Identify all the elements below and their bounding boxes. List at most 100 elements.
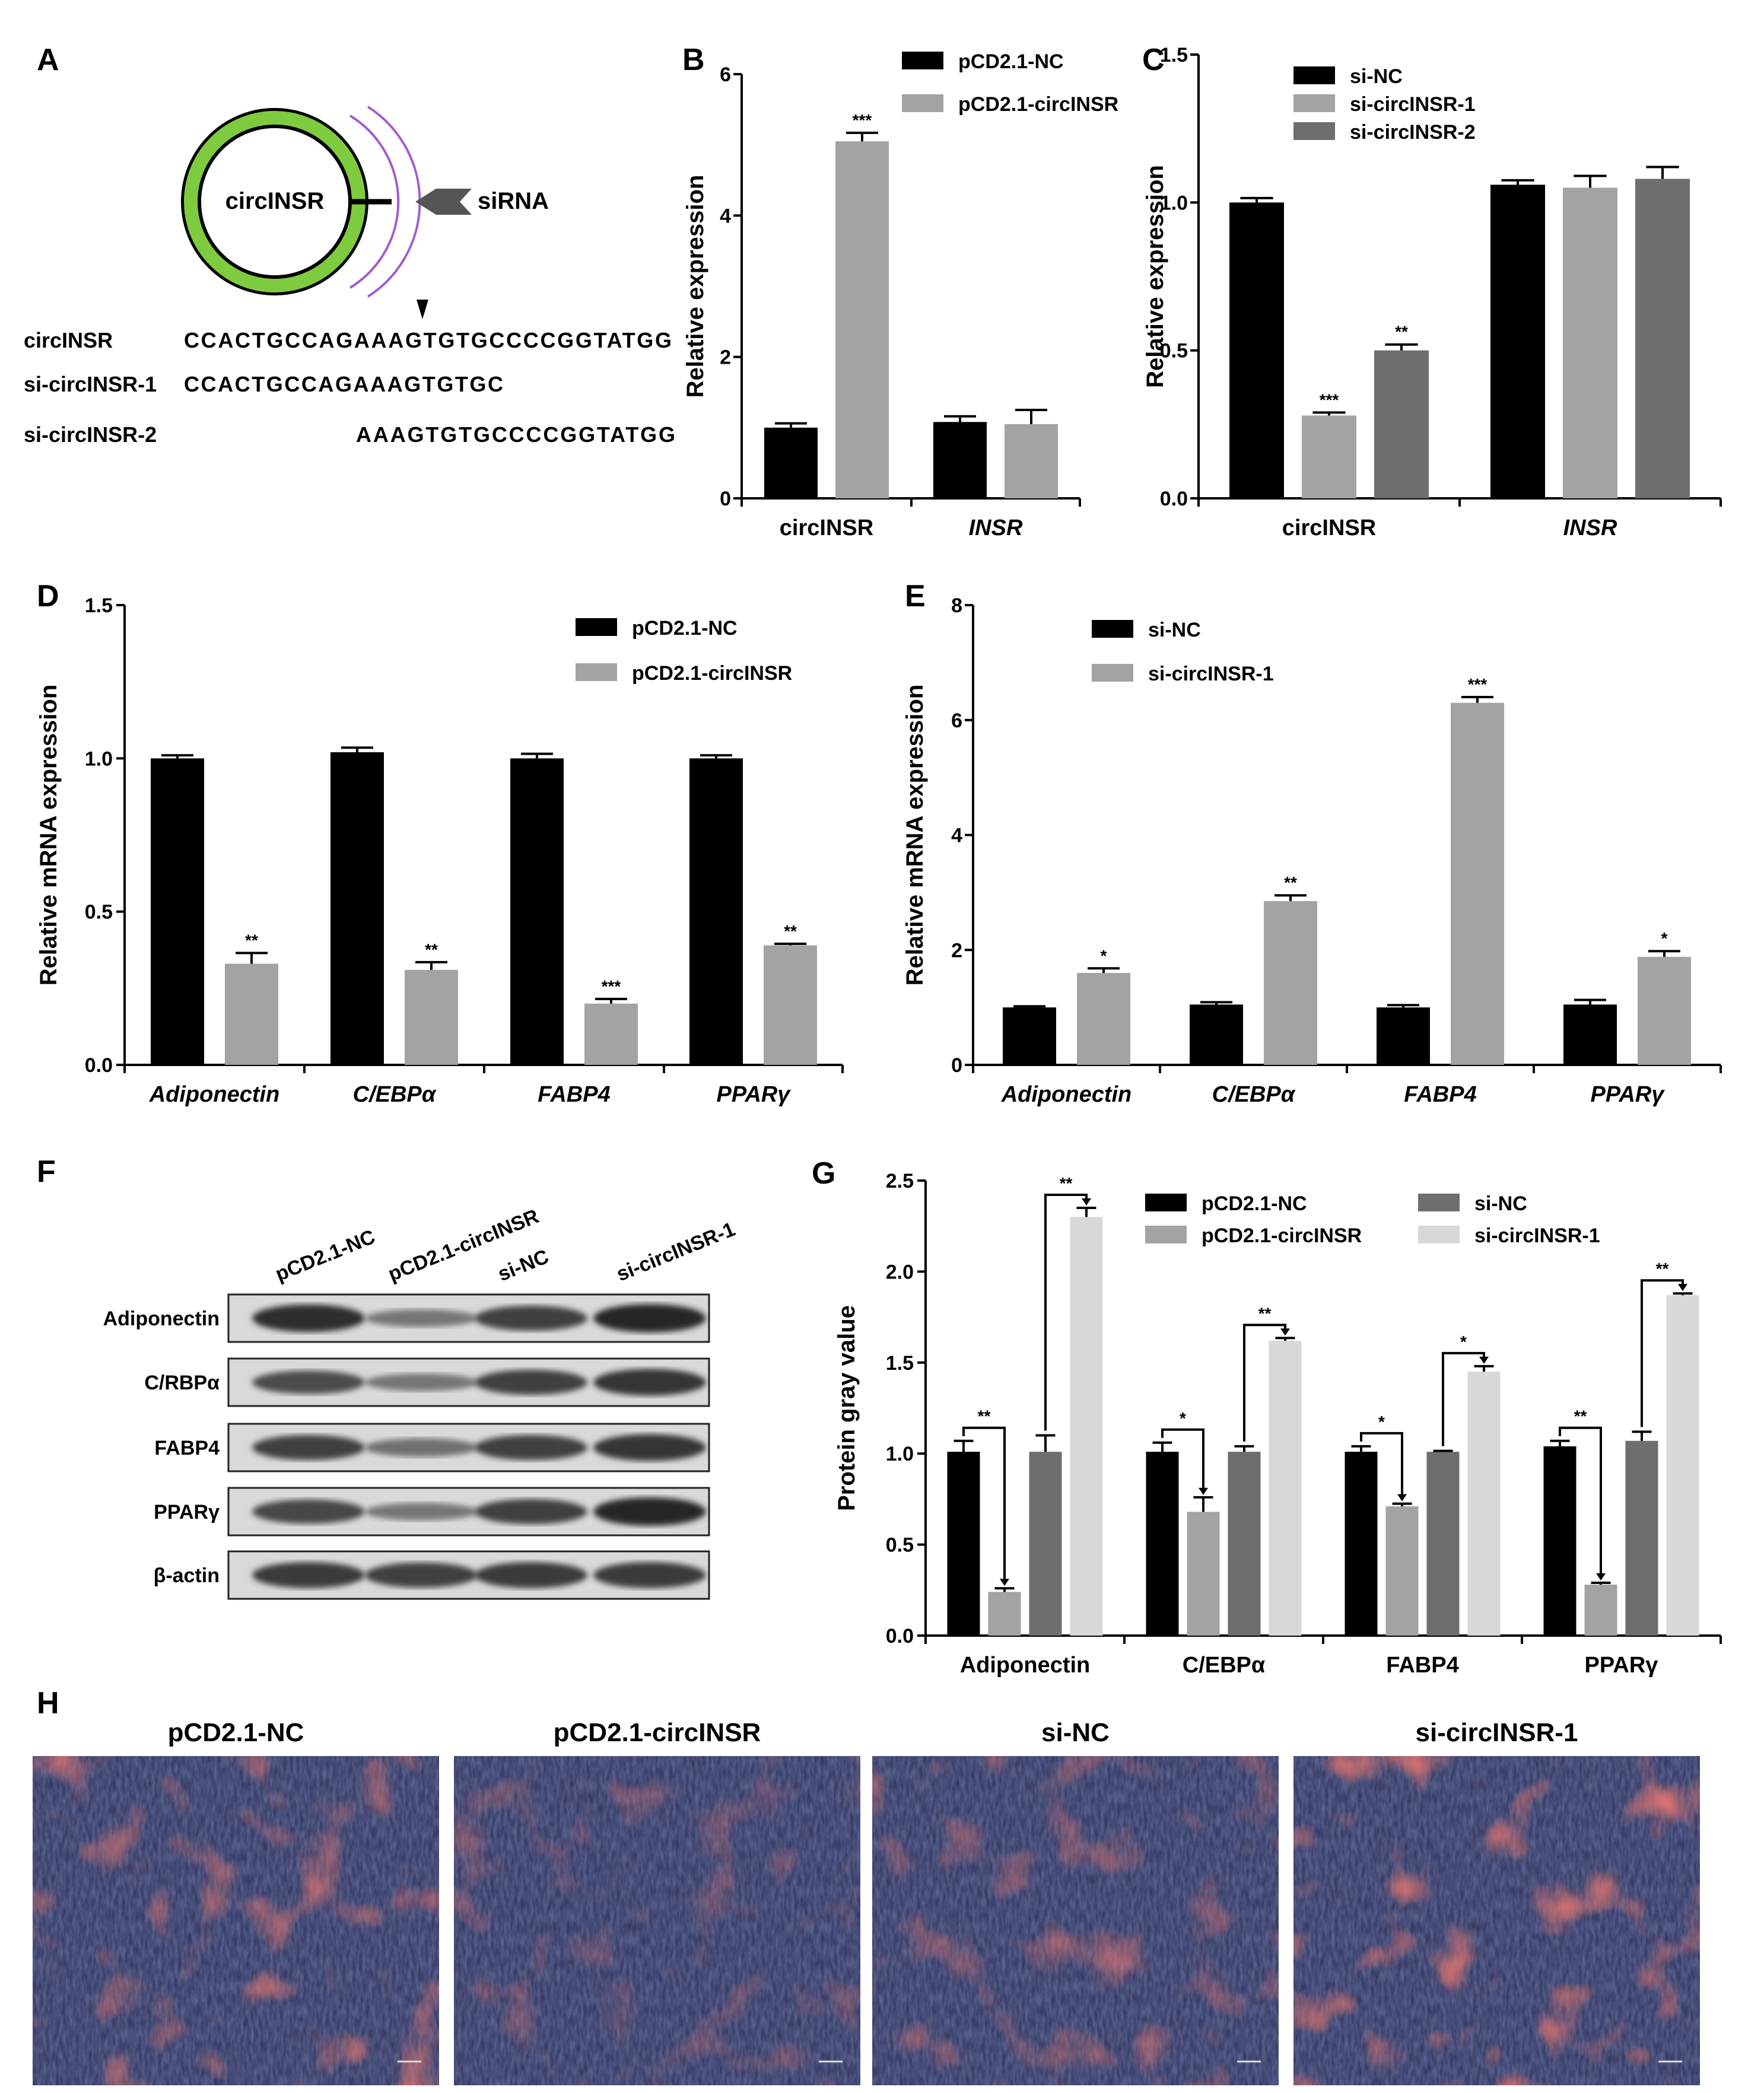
panel-letter-h: H — [37, 1686, 59, 1720]
significance-label: ** — [1258, 1304, 1272, 1322]
blot-band — [475, 1562, 587, 1588]
blot-band — [475, 1499, 587, 1525]
sirna-label: siRNA — [478, 188, 549, 214]
bar — [988, 1592, 1021, 1636]
blot-band — [365, 1438, 478, 1457]
blot-band — [252, 1434, 365, 1461]
category-label: C/EBPα — [1183, 1653, 1266, 1678]
bar — [1543, 1446, 1577, 1636]
bar — [764, 945, 817, 1065]
photo-stain — [454, 1756, 860, 2085]
bracket-arrow-icon — [1397, 1494, 1407, 1502]
significance-label: *** — [853, 111, 872, 129]
bar — [1666, 1295, 1699, 1636]
photo-title: pCD2.1-circINSR — [554, 1718, 761, 1747]
significance-label: ** — [1574, 1407, 1587, 1426]
seq-name: si-circINSR-1 — [24, 372, 157, 396]
y-tick-label: 1.0 — [85, 748, 113, 770]
bar — [1229, 202, 1284, 498]
category-label: circINSR — [1282, 516, 1376, 540]
photo-stain — [33, 1756, 439, 2085]
y-tick-label: 0.5 — [1160, 340, 1188, 362]
category-label: PPARγ — [717, 1082, 792, 1107]
legend-swatch — [1092, 664, 1133, 682]
legend-swatch — [1145, 1194, 1187, 1211]
legend-label: si-circINSR-2 — [1350, 121, 1476, 144]
y-tick-label: 0.0 — [1160, 488, 1188, 510]
bar — [1563, 187, 1617, 498]
significance-label: * — [1101, 946, 1107, 965]
y-axis-title: Protein gray value — [834, 1305, 860, 1511]
bracket-arrow-icon — [1479, 1356, 1489, 1364]
panel-h: H pCD2.1-NC pCD2.1-circINSR si-NC si-circIN… — [33, 1686, 1700, 2085]
panel-letter-e: E — [905, 579, 926, 613]
bar — [1385, 1506, 1419, 1636]
bar — [933, 422, 987, 498]
significance-label: * — [1378, 1413, 1385, 1431]
significance-label: * — [1460, 1332, 1467, 1351]
y-axis-title: Relative expression — [682, 175, 708, 398]
cleavage-marker-icon — [417, 300, 428, 319]
bracket-arrow-icon — [1000, 1579, 1009, 1586]
blot-band — [593, 1562, 706, 1588]
blot-row-label: C/RBPα — [144, 1372, 220, 1394]
category-label: INSR — [969, 516, 1023, 540]
legend-swatch — [902, 94, 943, 112]
bar — [1584, 1585, 1617, 1636]
photo-stain — [872, 1756, 1279, 2085]
bar — [1187, 1512, 1220, 1636]
circle-label: circINSR — [225, 188, 325, 214]
bar — [1070, 1217, 1103, 1636]
bar — [1345, 1452, 1378, 1636]
legend-label: pCD2.1-circINSR — [1202, 1224, 1362, 1247]
y-tick-label: 0 — [951, 1054, 962, 1077]
category-label: FABP4 — [1404, 1082, 1476, 1107]
y-tick-label: 1.5 — [1160, 44, 1188, 66]
y-tick-label: 2.0 — [886, 1261, 914, 1283]
legend-swatch — [1092, 620, 1133, 638]
significance-label: ** — [1060, 1174, 1073, 1192]
significance-bracket — [962, 1426, 1006, 1584]
category-label: Adiponectin — [149, 1082, 280, 1107]
y-tick-label: 1.5 — [85, 594, 113, 617]
bracket-arrow-icon — [1678, 1284, 1687, 1292]
category-label: PPARγ — [1591, 1082, 1666, 1107]
significance-label: ** — [425, 940, 438, 959]
sequence-table: circINSR CCACTGCCAGAAAGTGTGCCCCGGTATGG s… — [24, 328, 675, 447]
legend-swatch — [1418, 1194, 1460, 1211]
y-tick-label: 0.0 — [886, 1625, 914, 1647]
significance-label: ** — [1656, 1259, 1669, 1278]
y-tick-label: 0 — [720, 488, 731, 510]
bar — [764, 427, 818, 498]
blot-band — [365, 1373, 478, 1391]
bar — [1302, 415, 1356, 498]
significance-label: ** — [1395, 323, 1408, 341]
legend-label: pCD2.1-NC — [958, 50, 1064, 73]
category-label: C/EBPα — [353, 1082, 437, 1107]
photo-stain — [1293, 1756, 1700, 2085]
significance-bracket — [1360, 1432, 1403, 1499]
panel-letter-b: B — [682, 43, 705, 77]
photo-title: pCD2.1-NC — [168, 1718, 304, 1747]
legend-label: si-circINSR-1 — [1148, 663, 1274, 685]
significance-label: ** — [245, 931, 258, 949]
y-tick-label: 2 — [951, 939, 962, 962]
bracket-arrow-icon — [1082, 1198, 1091, 1206]
y-tick-label: 1.5 — [886, 1352, 914, 1375]
panel-c: C 0.0 0.5 1.0 1.5 Relative expression circINSR… — [1142, 43, 1722, 540]
blot-band — [593, 1434, 706, 1461]
bar — [1005, 424, 1058, 498]
bar — [1563, 1004, 1617, 1065]
blot-band — [365, 1503, 478, 1521]
legend-label: pCD2.1-circINSR — [958, 93, 1118, 116]
y-tick-label: 6 — [951, 710, 962, 732]
blot-band — [252, 1499, 365, 1524]
legend-label: si-NC — [1474, 1192, 1527, 1215]
bar — [1029, 1452, 1062, 1636]
legend-label: pCD2.1-NC — [632, 617, 738, 640]
bar — [405, 969, 458, 1065]
bar — [1490, 185, 1545, 498]
legend-label: si-circINSR-1 — [1474, 1224, 1600, 1247]
